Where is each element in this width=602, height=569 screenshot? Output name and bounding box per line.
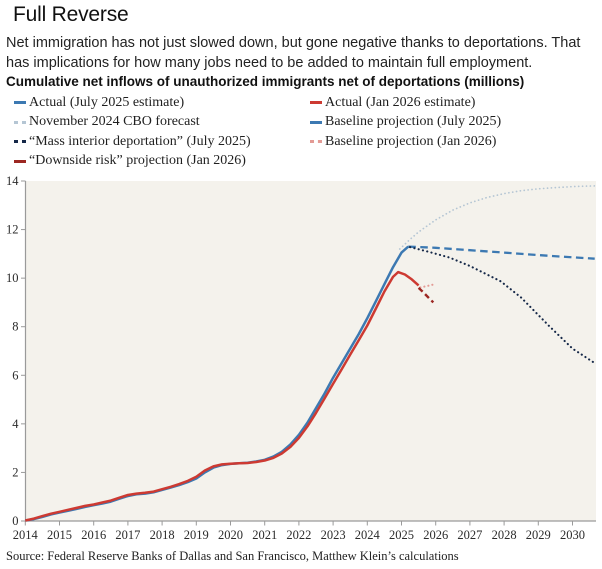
legend-right-column: Actual (Jan 2026 estimate) Baseline proj…: [310, 93, 501, 152]
source-note: Source: Federal Reserve Banks of Dallas …: [6, 549, 459, 563]
x-tick-label: 2021: [252, 528, 277, 542]
x-tick-label: 2015: [47, 528, 72, 542]
chart-description: Net immigration has not just slowed down…: [6, 33, 600, 73]
plot-area: [25, 181, 596, 521]
description-line-2: has implications for how many jobs need …: [6, 55, 533, 71]
x-tick-label: 2028: [492, 528, 517, 542]
x-tick-label: 2016: [81, 528, 106, 542]
legend-line-marker: [310, 120, 322, 124]
x-tick-label: 2029: [526, 528, 551, 542]
legend-item-baseline-jan2026: Baseline projection (Jan 2026): [310, 132, 501, 152]
y-tick-label: 12: [6, 223, 19, 237]
x-tick-label: 2018: [150, 528, 175, 542]
legend-label: Actual (July 2025 estimate): [29, 94, 185, 110]
legend-label: Baseline projection (Jan 2026): [325, 133, 497, 149]
x-tick-label: 2027: [457, 528, 482, 542]
legend-dot-marker: [14, 120, 26, 124]
x-tick-label: 2019: [184, 528, 209, 542]
legend-line-marker: [14, 101, 26, 105]
legend-label: “Downside risk” projection (Jan 2026): [29, 153, 246, 169]
legend-item-actual-jan2026: Actual (Jan 2026 estimate): [310, 93, 501, 113]
legend-item-actual-jul2025: Actual (July 2025 estimate): [14, 93, 251, 113]
y-tick-label: 14: [6, 174, 19, 188]
legend-label: Actual (Jan 2026 estimate): [325, 94, 476, 110]
y-tick-label: 4: [12, 417, 19, 431]
legend-item-baseline-jul2025: Baseline projection (July 2025): [310, 113, 501, 133]
legend-line-marker: [310, 101, 322, 105]
series-downside-jan2026: [417, 287, 435, 304]
y-tick-label: 8: [12, 320, 18, 334]
y-tick-label: 2: [12, 465, 18, 479]
legend-item-downside-jan2026: “Downside risk” projection (Jan 2026): [14, 152, 251, 172]
x-tick-label: 2022: [286, 528, 311, 542]
y-tick-label: 10: [6, 271, 19, 285]
page-title: Full Reverse: [13, 3, 129, 26]
legend-item-cbo-nov2024: November 2024 CBO forecast: [14, 113, 251, 133]
legend-line-marker: [14, 159, 26, 163]
x-tick-label: 2023: [321, 528, 346, 542]
x-tick-label: 2026: [423, 528, 448, 542]
legend-label: Baseline projection (July 2025): [325, 114, 502, 130]
description-line-1: Net immigration has not just slowed down…: [6, 35, 581, 51]
x-tick-label: 2020: [218, 528, 243, 542]
series-mass-deportation-jul2025: [409, 246, 596, 365]
legend-left-column: Actual (July 2025 estimate) November 202…: [14, 93, 251, 171]
series-baseline-jul2025: [408, 245, 595, 260]
legend-dot-marker: [310, 140, 322, 144]
x-tick-label: 2025: [389, 528, 414, 542]
x-tick-label: 2024: [355, 528, 381, 542]
series-actual-jan2026: [25, 270, 420, 522]
y-tick-label: 6: [12, 368, 18, 382]
x-tick-label: 2030: [560, 528, 585, 542]
x-tick-label: 2017: [115, 528, 140, 542]
legend-label: November 2024 CBO forecast: [29, 114, 200, 130]
chart-heading: Cumulative net inflows of unauthorized i…: [6, 74, 525, 89]
x-tick-label: 2014: [13, 528, 39, 542]
legend-item-mass-deportation: “Mass interior deportation” (July 2025): [14, 132, 251, 152]
series-baseline-jan2026: [419, 283, 437, 289]
line-chart: 0 2 4 6 8 10 12 14 2014 2015 2016 2017 2018 2019 2020 2…: [6, 174, 596, 542]
series-cbo-nov2024: [398, 185, 596, 250]
legend-label: “Mass interior deportation” (July 2025): [29, 133, 251, 149]
y-tick-label: 0: [12, 514, 18, 528]
legend-dot-marker: [14, 140, 26, 144]
